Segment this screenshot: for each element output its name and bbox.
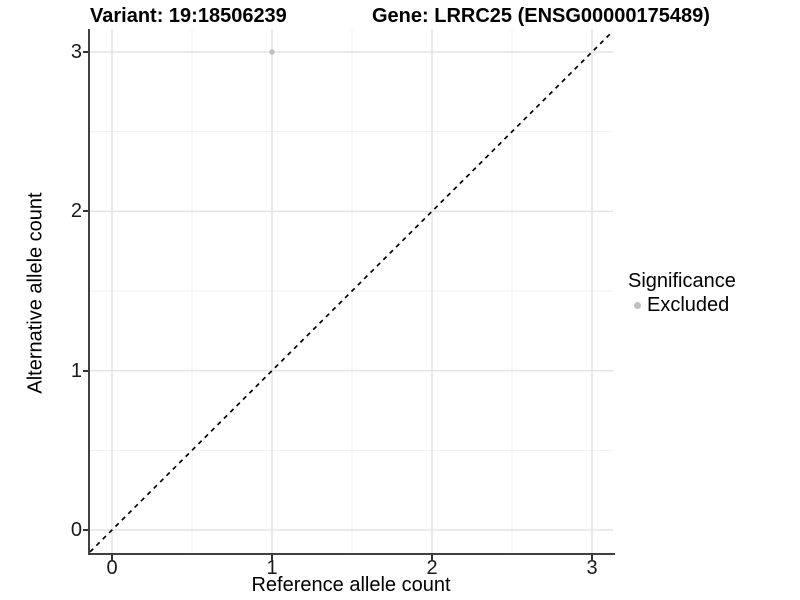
x-axis-title: Reference allele count: [251, 574, 451, 596]
y-tick-label: 3: [70, 41, 82, 63]
x-tick-mark: [271, 555, 273, 560]
plot-title-variant: Variant: 19:18506239: [90, 5, 287, 27]
y-axis-title: Alternative allele count: [24, 192, 47, 394]
y-tick-mark: [83, 529, 88, 531]
y-tick-label: 2: [70, 200, 82, 223]
x-tick-mark: [431, 555, 433, 560]
x-tick-mark: [111, 555, 113, 560]
y-tick-mark: [83, 369, 88, 372]
legend: Significance Excluded: [628, 269, 736, 315]
data-point: [269, 49, 275, 55]
x-tick-mark: [591, 555, 593, 560]
legend-entry-excluded: Excluded: [628, 295, 736, 315]
x-tick-label: 3: [586, 557, 598, 579]
x-tick-label: 1: [266, 557, 278, 579]
y-tick-label: 0: [70, 519, 82, 541]
y-axis-line: [88, 29, 90, 555]
plot-panel-canvas: [89, 29, 614, 553]
x-axis-line: [88, 553, 615, 555]
y-tick-label: 1: [70, 359, 82, 382]
plot-title-gene: Gene: LRRC25 (ENSG00000175489): [372, 5, 710, 27]
x-tick-label: 0: [106, 557, 118, 579]
x-tick-label: 2: [426, 557, 438, 579]
plot-panel: [89, 29, 614, 553]
y-tick-mark: [83, 51, 88, 53]
y-tick-mark: [83, 210, 88, 213]
legend-title: Significance: [628, 270, 736, 292]
legend-entry-label: Excluded: [647, 294, 730, 316]
identity-dashed-line: [89, 30, 614, 553]
legend-point-icon: [634, 301, 641, 309]
